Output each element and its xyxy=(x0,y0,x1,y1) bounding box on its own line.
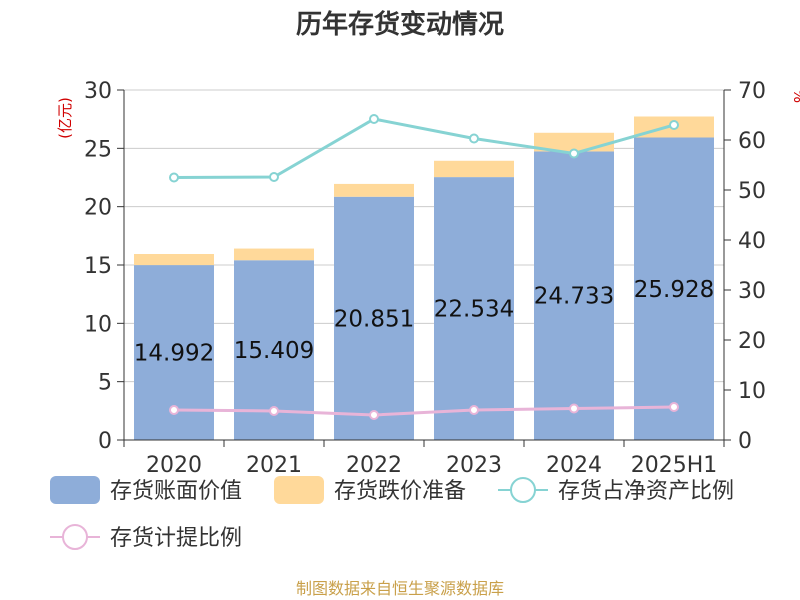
bar-存货跌价准备 xyxy=(134,254,214,266)
left-tick-label: 5 xyxy=(98,371,112,396)
chart-title: 历年存货变动情况 xyxy=(296,9,504,40)
legend-label: 存货占净资产比例 xyxy=(558,479,734,504)
x-tick-label: 2024 xyxy=(546,453,602,478)
bar-value-label: 20.851 xyxy=(334,306,414,332)
legend-item: 存货计提比例 xyxy=(50,524,242,551)
x-tick-label: 2025H1 xyxy=(631,453,718,478)
point-存货计提比例 xyxy=(669,402,679,412)
left-tick-label: 10 xyxy=(84,312,112,337)
grid-lines xyxy=(124,89,724,383)
legend-label: 存货账面价值 xyxy=(110,479,242,504)
point-存货占净资产比例 xyxy=(269,172,279,182)
line-存货占净资产比例 xyxy=(173,117,675,179)
legend-label: 存货计提比例 xyxy=(110,526,242,551)
point-存货占净资产比例 xyxy=(169,172,179,183)
bar-value-label: 22.534 xyxy=(434,297,514,323)
legend-swatch xyxy=(274,476,324,504)
left-tick-label: 15 xyxy=(84,254,112,279)
data-labels: 14.992 15.409 20.851 22.534 24.733 25.928 xyxy=(134,277,714,367)
point-存货占净资产比例 xyxy=(469,133,479,144)
left-axis-unit: (亿元) xyxy=(56,97,74,139)
line-存货计提比例 xyxy=(173,405,675,417)
left-tick-label: 25 xyxy=(84,137,112,162)
right-tick-label: 70 xyxy=(738,79,766,104)
bar-存货跌价准备 xyxy=(434,160,514,178)
right-tick-label: 0 xyxy=(738,429,752,454)
x-tick-label: 2020 xyxy=(146,453,202,478)
x-tick-label: 2023 xyxy=(446,453,502,478)
axes: 0 5 10 15 20 25 30 0 10 20 30 40 50 60 70 2020 2021 2022 2… xyxy=(84,79,766,478)
left-tick-label: 0 xyxy=(98,429,112,454)
legend-item: 存货跌价准备 xyxy=(274,476,466,504)
bar-value-label: 15.409 xyxy=(234,338,314,364)
right-tick-label: 60 xyxy=(738,129,766,154)
legend-swatch-marker xyxy=(62,524,88,550)
legend-swatch xyxy=(50,476,100,504)
line-series xyxy=(169,114,679,420)
right-tick-label: 10 xyxy=(738,379,766,404)
legend-label: 存货跌价准备 xyxy=(334,479,466,504)
bar-存货账面价值 xyxy=(434,177,514,440)
left-tick-label: 30 xyxy=(84,79,112,104)
x-tick-label: 2022 xyxy=(346,453,402,478)
right-tick-label: 40 xyxy=(738,229,766,254)
left-tick-label: 20 xyxy=(84,196,112,221)
source-note: 制图数据来自恒生聚源数据库 xyxy=(296,579,504,598)
legend-item: 存货占净资产比例 xyxy=(498,477,734,504)
bar-存货账面价值 xyxy=(334,196,414,440)
legend-item: 存货账面价值 xyxy=(50,476,242,504)
bar-存货账面价值 xyxy=(634,137,714,441)
point-存货计提比例 xyxy=(369,410,379,420)
bar-value-label: 14.992 xyxy=(134,341,214,367)
point-存货计提比例 xyxy=(569,403,579,414)
right-tick-label: 30 xyxy=(738,279,766,304)
bar-存货跌价准备 xyxy=(234,248,314,261)
bar-value-label: 24.733 xyxy=(534,284,614,310)
point-存货占净资产比例 xyxy=(569,148,579,159)
right-tick-label: 20 xyxy=(738,329,766,354)
x-tick-label: 2021 xyxy=(246,453,302,478)
point-存货占净资产比例 xyxy=(669,120,679,130)
bar-存货跌价准备 xyxy=(334,183,414,197)
legend-swatch-marker xyxy=(510,477,536,503)
point-存货占净资产比例 xyxy=(369,114,379,124)
bar-存货账面价值 xyxy=(534,151,614,440)
point-存货计提比例 xyxy=(469,405,479,415)
bar-value-label: 25.928 xyxy=(634,277,714,303)
bar-series xyxy=(134,116,714,441)
right-tick-label: 50 xyxy=(738,179,766,204)
point-存货计提比例 xyxy=(169,405,179,415)
point-存货计提比例 xyxy=(269,406,279,416)
right-axis-unit: % xyxy=(790,89,800,103)
